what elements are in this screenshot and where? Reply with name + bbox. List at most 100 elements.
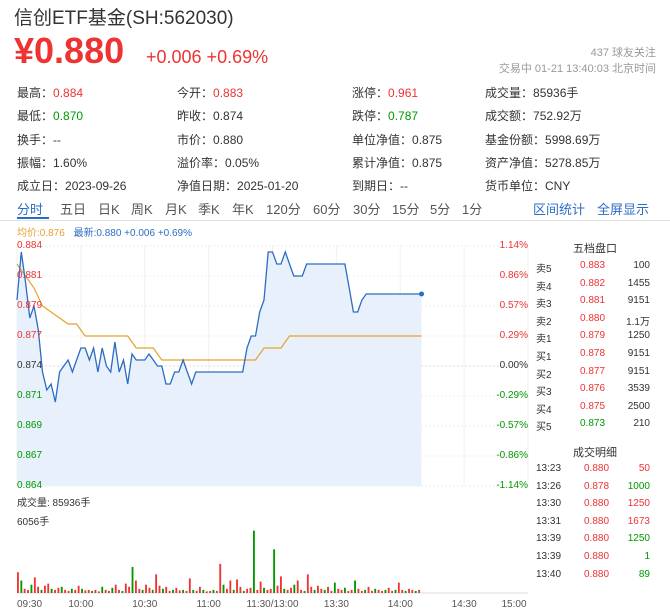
tab-11[interactable]: 5分 xyxy=(430,202,451,217)
volume-bar xyxy=(397,582,400,593)
tab-0[interactable]: 分时 xyxy=(17,202,44,217)
order-book-row: 买2 0.877 9151 xyxy=(532,364,658,381)
volume-bar xyxy=(145,584,147,593)
y-tick-label: 0.881 xyxy=(17,270,43,281)
volume-bar xyxy=(394,589,397,593)
volume-bar xyxy=(148,587,151,593)
quote-label: 溢价率： xyxy=(177,155,226,170)
followers-link[interactable]: 437 球友关注 xyxy=(590,47,656,59)
quote-cell: 涨停：0.961 xyxy=(352,84,418,101)
trade-row: 13:31 0.880 1673 xyxy=(532,514,658,531)
volume-bar xyxy=(347,590,350,593)
tab-2[interactable]: 日K xyxy=(98,202,120,217)
tab-7[interactable]: 120分 xyxy=(266,202,301,217)
volume-bar xyxy=(418,589,421,593)
quote-cell: 溢价率：0.05% xyxy=(177,154,259,171)
book-price: 0.882 xyxy=(580,277,606,289)
quote-label: 单位净值： xyxy=(352,132,413,147)
book-label: 买5 xyxy=(536,422,552,434)
volume-bar xyxy=(30,584,33,593)
trade-volume: 1 xyxy=(644,551,650,562)
quote-row: 换手：-- 市价：0.880 单位净值：0.875 基金份额：5998.69万 xyxy=(17,127,662,150)
volume-bar xyxy=(381,590,383,593)
tab-6[interactable]: 年K xyxy=(232,202,254,217)
trade-row: 13:23 0.880 50 xyxy=(532,461,658,478)
volume-bar xyxy=(108,590,110,593)
volume-bar xyxy=(384,589,387,593)
quote-value: 0.05% xyxy=(225,155,260,170)
book-price: 0.877 xyxy=(580,365,606,377)
volume-bar xyxy=(209,590,212,593)
volume-bar xyxy=(84,590,87,593)
quote-value: 2023-09-26 xyxy=(65,179,127,194)
trade-row: 13:40 0.880 89 xyxy=(532,567,658,584)
book-label: 卖1 xyxy=(536,334,552,346)
trade-time: 13:30 xyxy=(536,498,562,510)
tab-4[interactable]: 月K xyxy=(165,202,187,217)
volume-bar xyxy=(121,590,124,593)
quote-value: 2025-01-20 xyxy=(237,179,299,194)
book-price: 0.883 xyxy=(580,260,606,271)
tab-9[interactable]: 30分 xyxy=(353,202,381,217)
volume-bar xyxy=(77,585,80,593)
volume-bar xyxy=(70,588,73,593)
volume-bar xyxy=(192,589,195,593)
tab-10[interactable]: 15分 xyxy=(392,202,420,217)
volume-bar xyxy=(67,590,70,593)
volume-bar xyxy=(114,584,117,593)
tab-3[interactable]: 周K xyxy=(131,202,153,217)
x-tick-label: 13:30 xyxy=(324,599,349,610)
volume-bar xyxy=(131,567,134,593)
tab-12[interactable]: 1分 xyxy=(462,202,483,217)
volume-bar xyxy=(367,586,370,593)
quote-label: 成交额： xyxy=(485,109,534,124)
quote-cell: 到期日：-- xyxy=(352,177,408,194)
volume-bar xyxy=(280,576,282,593)
pct-tick-label: 0.86% xyxy=(499,270,528,281)
quote-label: 资产净值： xyxy=(485,155,546,170)
quote-label: 最低： xyxy=(17,109,54,124)
tab-5[interactable]: 季K xyxy=(198,202,220,217)
volume-bar xyxy=(37,586,40,593)
quote-label: 成交量： xyxy=(485,86,534,100)
pct-tick-label: 0.57% xyxy=(499,300,528,311)
volume-max-label: 6056手 xyxy=(17,517,50,528)
quote-label: 货币单位： xyxy=(485,179,546,194)
volume-bar xyxy=(414,590,417,593)
volume-bar xyxy=(212,589,215,593)
volume-bar xyxy=(60,586,63,593)
fund-title: 信创ETF基金(SH:562030) xyxy=(14,8,234,29)
volume-bar xyxy=(401,589,404,593)
order-book-row: 买5 0.873 210 xyxy=(532,416,658,433)
trade-time: 13:40 xyxy=(536,568,562,580)
quote-value: 752.92万 xyxy=(533,109,582,124)
fullscreen-button[interactable]: 全屏显示 xyxy=(597,202,650,217)
quote-value: 0.875 xyxy=(412,155,443,170)
volume-bar xyxy=(219,563,222,593)
volume-bar xyxy=(188,578,191,593)
quote-cell: 资产净值：5278.85万 xyxy=(485,154,600,171)
quote-value: 0.870 xyxy=(53,109,84,124)
tab-1[interactable]: 五日 xyxy=(60,202,87,217)
quote-cell: 昨收：0.874 xyxy=(177,107,243,124)
quote-label: 成立日： xyxy=(17,179,66,194)
interval-stats-button[interactable]: 区间统计 xyxy=(533,202,586,217)
volume-chart[interactable]: 09:30 10:00 10:30 11:00 11:30/13:00 13:30 14:0… xyxy=(0,508,530,615)
tab-8[interactable]: 60分 xyxy=(313,202,341,217)
order-book-row: 买4 0.875 2500 xyxy=(532,399,658,416)
book-volume: 2500 xyxy=(627,400,650,412)
volume-bar xyxy=(239,586,242,593)
current-price: ¥0.880 xyxy=(14,30,125,71)
volume-bar xyxy=(344,587,346,593)
intraday-chart[interactable] xyxy=(0,238,530,498)
volume-bar xyxy=(323,589,326,593)
book-price: 0.879 xyxy=(580,330,606,342)
volume-bar xyxy=(306,574,309,593)
trade-time: 13:39 xyxy=(536,551,562,562)
trade-volume: 1250 xyxy=(627,498,650,510)
volume-bar xyxy=(81,588,83,593)
quote-value: 0.787 xyxy=(388,109,419,124)
volume-bar xyxy=(377,589,380,593)
volume-bar xyxy=(182,589,185,593)
x-tick-label: 14:30 xyxy=(452,599,477,610)
